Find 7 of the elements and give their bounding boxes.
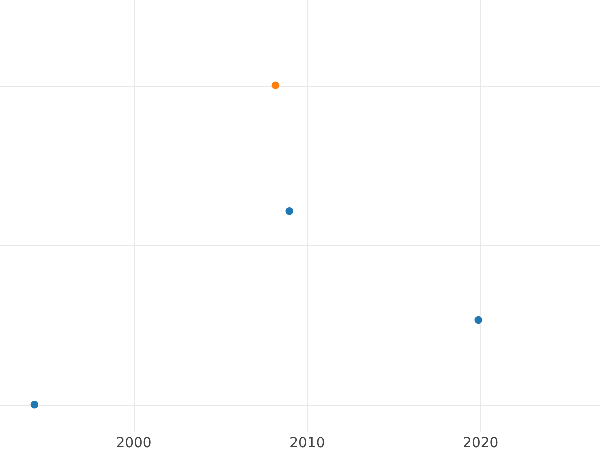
x-tick-label: 2020 — [463, 436, 499, 450]
point — [286, 208, 294, 216]
point — [30, 400, 39, 409]
point — [474, 316, 482, 324]
x-tick-label: 2010 — [290, 436, 326, 450]
point — [272, 82, 280, 90]
x-tick-label: 2000 — [116, 436, 152, 450]
